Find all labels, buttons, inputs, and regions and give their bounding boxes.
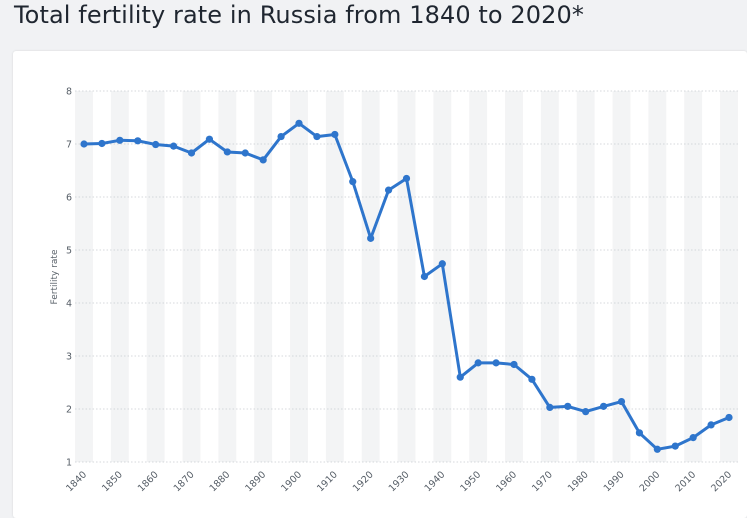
data-point [384,186,393,194]
data-point [187,149,196,157]
data-point [98,139,106,148]
data-point [116,136,124,144]
y-tick-label: 3 [66,352,72,363]
background-bands [75,91,738,462]
page-title: Total fertility rate in Russia from 1840… [14,1,585,29]
data-point [241,149,249,157]
x-tick-label: 1970 [530,469,555,494]
x-tick-label: 1960 [494,469,519,494]
data-point [134,137,142,145]
data-point [169,142,178,150]
background-band [505,91,523,462]
data-point [635,429,644,437]
x-tick-label: 2000 [638,469,663,494]
background-band [540,91,559,462]
x-tick-label: 1900 [279,469,304,494]
background-band [254,91,273,462]
x-tick-label: 1910 [315,469,340,494]
data-point [205,135,214,143]
data-point [420,272,429,281]
x-tick-label: 1920 [351,469,376,494]
data-point [689,434,697,442]
background-band [110,91,129,462]
data-point [402,174,411,183]
x-tick-label: 1860 [136,469,161,494]
data-point [331,130,339,139]
background-band [75,91,93,462]
data-point [725,413,733,422]
data-point [617,397,626,406]
data-point [438,260,446,268]
background-band [576,91,595,462]
data-point [223,148,231,156]
background-band [397,91,416,462]
chart-card: 1 2 3 4 5 6 7 8 1840 1850 1860 1870 1880 1890 1900 191… [13,51,747,518]
data-point [653,445,661,453]
x-tick-label: 1880 [208,469,233,494]
data-point [528,375,536,383]
y-tick-label: 5 [66,246,72,257]
background-band [684,91,703,462]
data-point [599,402,608,410]
x-tick-label: 1870 [172,469,197,494]
x-tick-label: 2020 [709,469,734,494]
data-point [671,442,679,450]
data-point [313,132,321,141]
data-point [492,359,500,367]
y-axis-ticks: 1 2 3 4 5 6 7 8 [66,87,72,469]
x-tick-label: 1950 [458,469,483,494]
y-tick-label: 7 [66,140,72,151]
data-point [277,132,285,141]
data-point [295,119,303,127]
data-point [349,178,357,186]
background-band [361,91,380,462]
background-band [648,91,667,462]
x-tick-label: 2010 [673,469,698,494]
x-axis-ticks: 1840 1850 1860 1870 1880 1890 1900 1910 1920 1930… [64,469,734,494]
data-point [80,140,88,148]
data-point [546,403,554,412]
data-point [510,360,518,369]
series-fertility-rate [80,119,733,453]
x-tick-label: 1930 [387,469,412,494]
x-tick-label: 1980 [566,469,591,494]
background-band [325,91,344,462]
y-tick-label: 4 [66,299,72,310]
background-band [182,91,201,462]
background-band [720,91,738,462]
data-point [259,156,267,164]
data-point [367,234,375,242]
y-tick-label: 1 [66,458,72,469]
background-band [433,91,452,462]
data-point [564,402,572,410]
background-band [290,91,308,462]
y-axis-title: Fertility rate [50,249,60,304]
data-point [456,373,464,381]
x-tick-label: 1940 [423,469,448,494]
y-tick-label: 8 [66,87,72,98]
background-band [469,91,488,462]
background-band [612,91,631,462]
background-band [218,91,237,462]
x-tick-label: 1890 [243,469,268,494]
data-point [707,421,715,429]
data-point [152,140,160,149]
y-tick-label: 6 [66,193,72,204]
data-point [474,359,482,367]
data-point [582,408,590,416]
x-tick-label: 1840 [64,469,89,494]
background-band [146,91,165,462]
y-tick-label: 2 [66,405,72,416]
x-tick-label: 1850 [100,469,125,494]
line-chart[interactable]: 1 2 3 4 5 6 7 8 1840 1850 1860 1870 1880 1890 1900 191… [13,51,747,518]
x-tick-label: 1990 [602,469,627,494]
